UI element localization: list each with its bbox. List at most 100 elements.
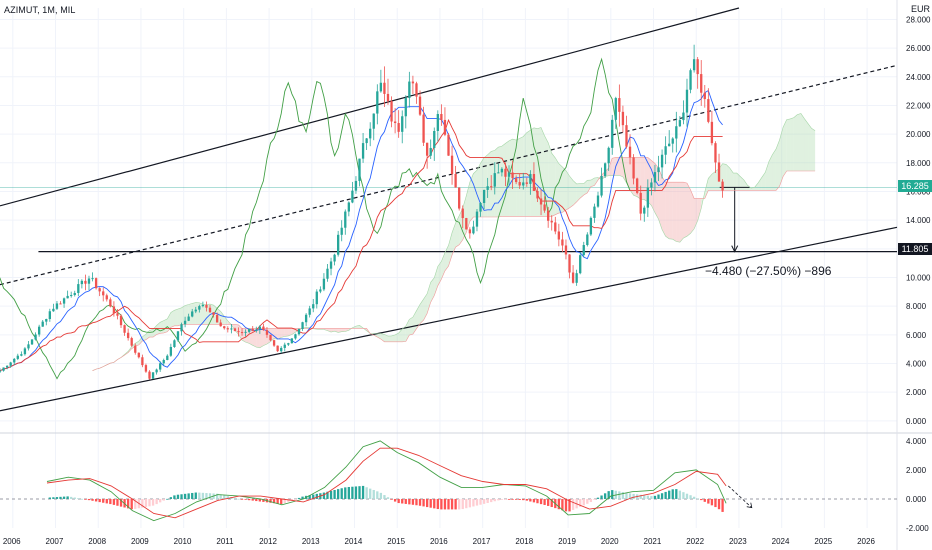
macd-histogram-bar — [696, 498, 699, 500]
candle-body — [226, 328, 229, 330]
macd-histogram-bar — [183, 493, 187, 499]
candle-body — [265, 330, 269, 335]
macd-histogram-bar — [84, 498, 87, 500]
candle-body — [308, 308, 311, 315]
macd-histogram-bar — [671, 489, 674, 499]
macd-histogram-bar — [628, 493, 632, 499]
candle-body — [536, 191, 539, 199]
candle-body — [280, 347, 283, 352]
macd-histogram-bar — [77, 498, 80, 499]
candle-body — [707, 99, 710, 122]
candle-body — [621, 111, 625, 126]
candle-body — [682, 112, 685, 121]
candle-body — [322, 278, 326, 290]
x-tick-label: 2021 — [644, 537, 662, 546]
candle-body — [603, 163, 607, 177]
macd-histogram-bar — [269, 498, 272, 503]
cloud-segment — [345, 328, 349, 332]
candle-body — [304, 314, 308, 323]
macd-histogram-bar — [500, 498, 504, 500]
cloud-segment — [615, 157, 620, 176]
x-tick-label: 2019 — [558, 537, 576, 546]
candle-body — [497, 172, 500, 174]
candle-body — [272, 340, 276, 346]
macd-panel — [46, 440, 753, 522]
lagging-span-line — [0, 57, 631, 380]
macd-histogram-bar — [639, 494, 642, 499]
macd-histogram-bar — [450, 498, 454, 510]
candle-body — [472, 226, 475, 234]
macd-histogram-bar — [493, 498, 496, 502]
macd-histogram-bar — [497, 498, 500, 501]
cloud-segment — [533, 127, 538, 217]
cloud-segment — [487, 151, 492, 217]
candle-body — [443, 119, 447, 135]
macd-histogram-bar — [290, 498, 294, 501]
candle-body — [80, 280, 84, 285]
macd-histogram-bar — [176, 494, 180, 499]
macd-histogram-bar — [586, 498, 589, 504]
macd-histogram-bar — [372, 489, 375, 499]
macd-histogram-bar — [646, 495, 649, 499]
channel-lower — [0, 226, 898, 412]
macd-histogram-bar — [237, 498, 240, 500]
candle-body — [668, 143, 671, 147]
cloud-segment — [697, 198, 702, 221]
cloud-segment — [469, 173, 474, 222]
candle-body — [269, 334, 272, 341]
macd-histogram-bar — [532, 498, 536, 503]
candle-body — [458, 187, 461, 209]
candle-body — [287, 343, 290, 345]
candle-body — [240, 332, 244, 334]
macd-histogram-bar — [280, 498, 283, 505]
macd-histogram-bar — [393, 498, 397, 502]
macd-histogram-bar — [105, 498, 108, 504]
macd-histogram-bar — [660, 493, 664, 499]
macd-histogram-bar — [682, 492, 685, 499]
candle-body — [543, 204, 546, 211]
cloud-segment — [658, 168, 663, 230]
macd-histogram-bar — [151, 498, 155, 506]
cloud-segment — [590, 178, 595, 187]
cloud-segment — [708, 174, 712, 191]
macd-histogram-bar — [653, 495, 657, 499]
candle-body — [180, 324, 183, 332]
candle-body — [333, 254, 336, 262]
macd-histogram-bar — [408, 498, 411, 505]
candle-body — [30, 339, 34, 345]
candle-body — [358, 158, 361, 181]
macd-histogram-bar — [479, 498, 482, 505]
macd-histogram-bar — [625, 492, 628, 499]
channel-upper — [0, 7, 740, 207]
x-tick-label: 2009 — [131, 537, 149, 546]
macd-histogram-bar — [333, 489, 336, 499]
candle-body — [361, 143, 365, 159]
macd-histogram-bar — [70, 496, 73, 499]
candle-body — [646, 187, 649, 208]
candle-body — [607, 147, 610, 164]
candle-body — [297, 328, 301, 335]
candle-body — [262, 326, 265, 331]
candle-body — [344, 211, 347, 228]
candle-body — [692, 59, 696, 71]
macd-histogram-bar — [710, 498, 714, 506]
macd-histogram-bar — [116, 498, 119, 506]
macd-histogram-bar — [283, 498, 286, 504]
macd-histogram-bar — [465, 498, 468, 509]
candle-body — [84, 280, 87, 284]
x-tick-label: 2025 — [814, 537, 832, 546]
candle-body — [5, 365, 9, 368]
candle-body — [312, 304, 315, 309]
macd-histogram-bar — [59, 496, 62, 499]
candle-body — [123, 325, 126, 333]
candle-body — [411, 81, 415, 84]
cloud-segment — [391, 334, 396, 342]
cloud-segment — [619, 157, 623, 177]
cloud-segment — [341, 328, 346, 332]
candle-body — [486, 186, 489, 190]
candle-body — [504, 168, 507, 177]
candle-body — [258, 326, 262, 330]
candle-body — [717, 162, 721, 182]
macd-histogram-bar — [379, 492, 383, 499]
symbol-header: AZIMUT, 1M, MIL — [4, 5, 76, 15]
